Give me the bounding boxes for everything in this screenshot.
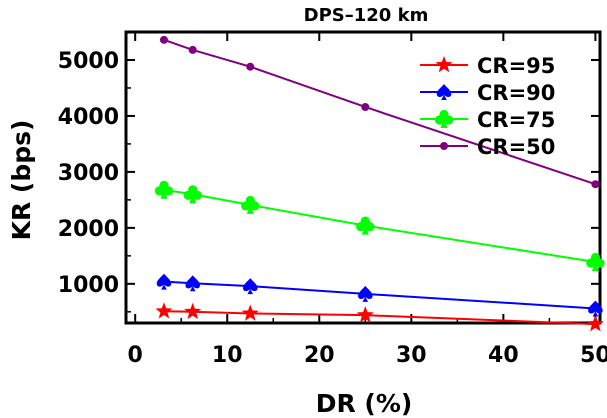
data-point (155, 302, 173, 319)
data-point (184, 302, 202, 320)
club-icon-left (586, 258, 596, 268)
data-point (241, 304, 259, 321)
club-icon-left (434, 115, 444, 125)
star-icon (184, 302, 202, 320)
legend-swatch-marker (440, 142, 448, 150)
legend-label: CR=75 (477, 108, 555, 132)
x-tick-label: 20 (304, 343, 335, 368)
data-point (588, 300, 603, 317)
club-icon-right (365, 222, 375, 232)
legend-swatch-marker (436, 84, 452, 100)
plot-area: 0 10 20 30 40 50 1000 2000 3000 4000 5000 (58, 30, 607, 368)
data-point (185, 275, 201, 292)
star-icon (155, 302, 173, 319)
y-tick-label: 2000 (58, 217, 119, 242)
data-point (188, 45, 197, 54)
club-icon-left (183, 190, 193, 200)
data-point (242, 278, 258, 295)
club-icon-stem (246, 204, 254, 214)
x-axis-label: DR (%) (316, 389, 413, 418)
x-tick-label: 50 (580, 343, 607, 368)
club-icon-stem (189, 194, 197, 204)
spade-icon (358, 285, 373, 302)
star-icon (586, 315, 604, 332)
data-point (159, 35, 168, 44)
legend: CR=95 CR=90 CR=75 CR=50 (420, 54, 555, 159)
series-CR=90 (156, 273, 603, 317)
circle-icon (159, 35, 168, 44)
data-point (361, 102, 370, 111)
star-icon (241, 304, 259, 321)
club-icon-right (595, 258, 605, 268)
club-icon-right (163, 186, 174, 196)
legend-entry: CR=50 (420, 135, 555, 159)
spade-icon (588, 300, 603, 317)
circle-icon (246, 62, 255, 71)
series-CR=50 (159, 35, 600, 189)
data-point (591, 180, 600, 189)
legend-swatch-marker (434, 109, 454, 128)
club-icon-right (250, 201, 260, 211)
data-point (586, 252, 605, 272)
data-point (356, 306, 374, 323)
circle-icon (591, 180, 600, 189)
club-icon-stem (591, 262, 599, 272)
data-point (154, 180, 174, 199)
star-icon (356, 306, 374, 323)
chart-title: DPS–120 km (304, 5, 429, 26)
plot-frame (124, 30, 602, 325)
spade-icon (242, 278, 258, 295)
club-icon-right (192, 190, 202, 200)
data-point (358, 285, 373, 302)
legend-label: CR=50 (477, 135, 555, 159)
legend-label: CR=90 (477, 81, 555, 105)
club-icon-stem (361, 225, 369, 235)
spade-icon (185, 275, 201, 292)
circle-icon (188, 45, 197, 54)
x-tick-label: 30 (396, 343, 427, 368)
x-tick-label: 0 (128, 343, 143, 368)
data-point (183, 185, 202, 204)
legend-entry: CR=95 (420, 54, 555, 78)
data-point (156, 273, 172, 290)
legend-entry: CR=75 (420, 108, 555, 132)
club-icon-left (356, 222, 366, 232)
club-icon-left (241, 201, 251, 211)
y-tick-label: 1000 (58, 273, 119, 298)
x-tick-label: 40 (488, 343, 519, 368)
circle-icon (361, 102, 370, 111)
legend-entry: CR=90 (420, 81, 555, 105)
data-point (241, 195, 260, 214)
series-CR=95 (155, 302, 604, 332)
circle-icon (440, 142, 448, 150)
club-icon-right (444, 115, 454, 125)
data-point (246, 62, 255, 71)
y-tick-label: 5000 (58, 49, 119, 74)
spade-icon (436, 84, 452, 100)
spade-icon (156, 273, 172, 290)
y-tick-label: 3000 (58, 161, 119, 186)
club-icon-left (154, 186, 164, 196)
y-tick-label: 4000 (58, 105, 119, 130)
club-icon-stem (160, 189, 168, 199)
y-axis-label: KR (bps) (7, 120, 36, 241)
data-point (586, 315, 604, 332)
star-icon (435, 56, 453, 73)
series-line (163, 188, 596, 263)
data-point (356, 216, 375, 235)
legend-swatch-marker (435, 56, 453, 73)
club-icon-stem (440, 119, 448, 128)
series-line (163, 280, 596, 310)
series-CR=75 (154, 180, 605, 272)
x-tick-label: 10 (212, 343, 243, 368)
legend-label: CR=95 (477, 54, 555, 78)
